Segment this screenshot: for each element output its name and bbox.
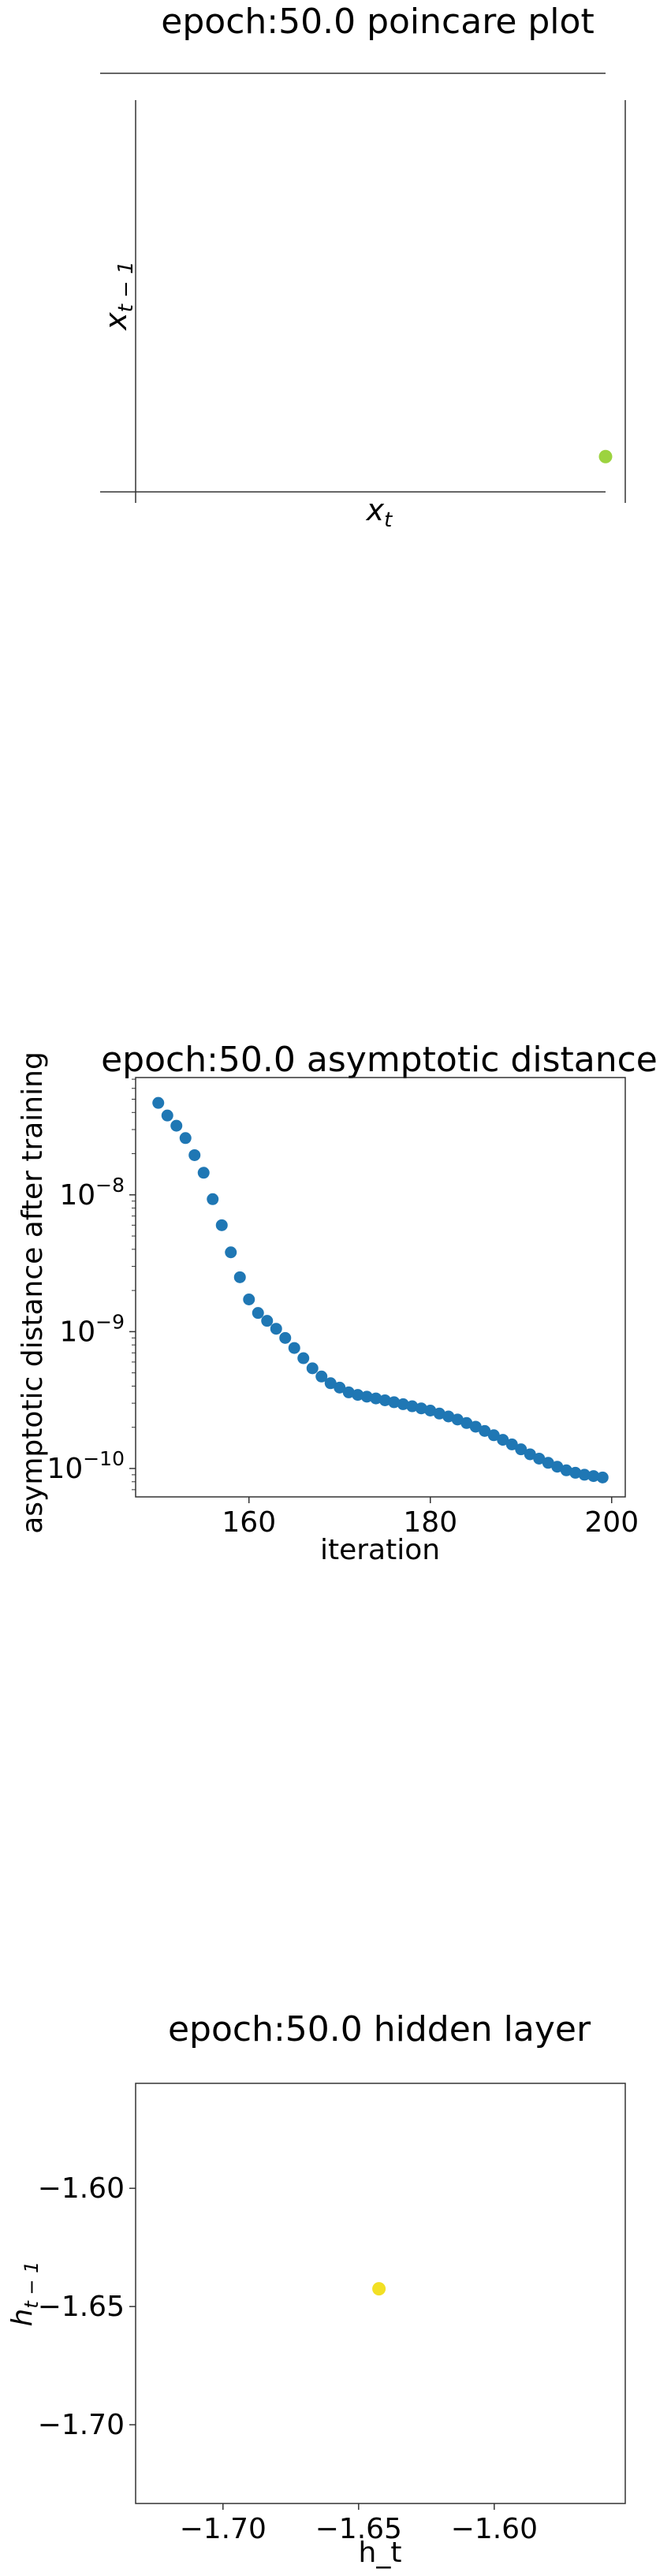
asymptotic-point-8 [225,1246,237,1259]
asymptotic-point-7 [215,1219,228,1231]
asymptotic-xlabel: iteration [320,1534,440,1566]
asymptotic-point-15 [288,1342,300,1354]
asymptotic-distance-chart: epoch:50.0 asymptotic distance 160 180 200… [17,1040,658,1566]
asymptotic-plot-frame [135,1077,626,1498]
hidden-layer-y-tick-label-0: −1.60 [38,2172,125,2205]
asymptotic-points [152,1096,609,1483]
hidden-layer-y-tick-label-1: −1.65 [38,2291,125,2323]
asymptotic-point-23 [360,1390,373,1403]
asymptotic-point-22 [352,1389,364,1402]
asymptotic-point-39 [505,1438,518,1450]
poincare-points [598,449,613,463]
hidden-layer-point-0 [372,2282,386,2296]
asymptotic-point-12 [261,1315,274,1327]
asymptotic-point-5 [197,1167,210,1179]
asymptotic-point-6 [207,1193,219,1205]
asymptotic-y-tick-label-1: 10−9 [59,1310,125,1348]
asymptotic-point-43 [542,1457,554,1469]
asymptotic-point-17 [306,1362,319,1375]
asymptotic-point-32 [442,1410,455,1423]
asymptotic-point-13 [270,1323,282,1335]
hidden-layer-points [372,2282,386,2296]
hidden-layer-chart: epoch:50.0 hidden layer −1.70 −1.65 −1.60 … [6,2009,626,2569]
asymptotic-ylabel: asymptotic distance after training [17,1052,49,1534]
poincare-ylabel: xt − 1 [99,261,138,331]
asymptotic-point-29 [415,1402,427,1415]
asymptotic-point-24 [370,1392,382,1405]
hidden-layer-y-ticks: −1.60 −1.65 −1.70 [38,2172,136,2441]
asymptotic-point-11 [252,1307,264,1320]
asymptotic-x-ticks: 160 180 200 [222,1497,639,1539]
asymptotic-point-48 [587,1470,600,1483]
asymptotic-point-14 [279,1331,292,1344]
asymptotic-point-42 [533,1452,546,1465]
asymptotic-y-ticks: 10−8 10−9 10−10 [47,1174,136,1485]
asymptotic-y-tick-label-0: 10−8 [59,1174,125,1212]
asymptotic-point-34 [460,1416,473,1429]
asymptotic-point-2 [170,1119,183,1132]
asymptotic-point-37 [487,1429,500,1442]
asymptotic-x-tick-label-0: 160 [222,1506,276,1539]
asymptotic-point-25 [378,1394,391,1406]
asymptotic-point-44 [551,1461,564,1473]
poincare-plot-chart: epoch:50.0 poincare plot xt xt − 1 [99,2,626,532]
asymptotic-point-41 [524,1448,536,1461]
asymptotic-point-21 [342,1386,355,1398]
asymptotic-point-46 [569,1466,582,1479]
hidden-layer-y-tick-label-2: −1.70 [38,2409,125,2441]
asymptotic-point-9 [233,1271,246,1283]
asymptotic-point-47 [578,1469,591,1481]
poincare-point-0 [598,449,613,463]
asymptotic-point-49 [596,1471,609,1483]
asymptotic-point-16 [297,1352,310,1364]
asymptotic-minor-ticks [132,1078,136,1491]
asymptotic-point-38 [497,1434,509,1446]
hidden-layer-x-tick-label-0: −1.70 [180,2513,267,2545]
asymptotic-point-35 [469,1420,482,1433]
asymptotic-x-tick-label-2: 200 [584,1506,639,1539]
asymptotic-point-45 [560,1464,572,1476]
hidden-layer-plot-frame [135,2083,626,2504]
asymptotic-point-0 [152,1096,165,1109]
asymptotic-point-4 [188,1148,201,1161]
asymptotic-point-1 [161,1109,173,1122]
asymptotic-point-36 [479,1424,491,1437]
asymptotic-point-40 [515,1443,527,1456]
hidden-layer-x-tick-label-1: −1.65 [315,2513,402,2545]
poincare-xlabel: xt [366,493,393,532]
asymptotic-point-3 [179,1132,192,1145]
asymptotic-point-33 [451,1413,464,1426]
asymptotic-point-10 [243,1294,255,1306]
hidden-layer-x-ticks: −1.70 −1.65 −1.60 [180,2503,538,2545]
asymptotic-title: epoch:50.0 asymptotic distance [101,1040,658,1080]
asymptotic-point-31 [433,1407,445,1420]
asymptotic-point-18 [315,1370,328,1383]
hidden-layer-title: epoch:50.0 hidden layer [168,2009,591,2049]
asymptotic-x-tick-label-1: 180 [403,1506,457,1539]
hidden-layer-x-tick-label-2: −1.60 [451,2513,538,2545]
hidden-layer-xlabel: h_t [359,2537,402,2569]
asymptotic-point-30 [424,1404,437,1416]
hidden-layer-ylabel: ht − 1 [6,2261,43,2327]
asymptotic-point-26 [388,1396,401,1409]
asymptotic-point-28 [406,1400,419,1413]
asymptotic-point-20 [334,1381,346,1394]
asymptotic-point-19 [324,1377,337,1390]
asymptotic-y-tick-label-2: 10−10 [47,1447,125,1485]
poincare-plot-title: epoch:50.0 poincare plot [161,2,594,42]
asymptotic-point-27 [397,1398,409,1410]
